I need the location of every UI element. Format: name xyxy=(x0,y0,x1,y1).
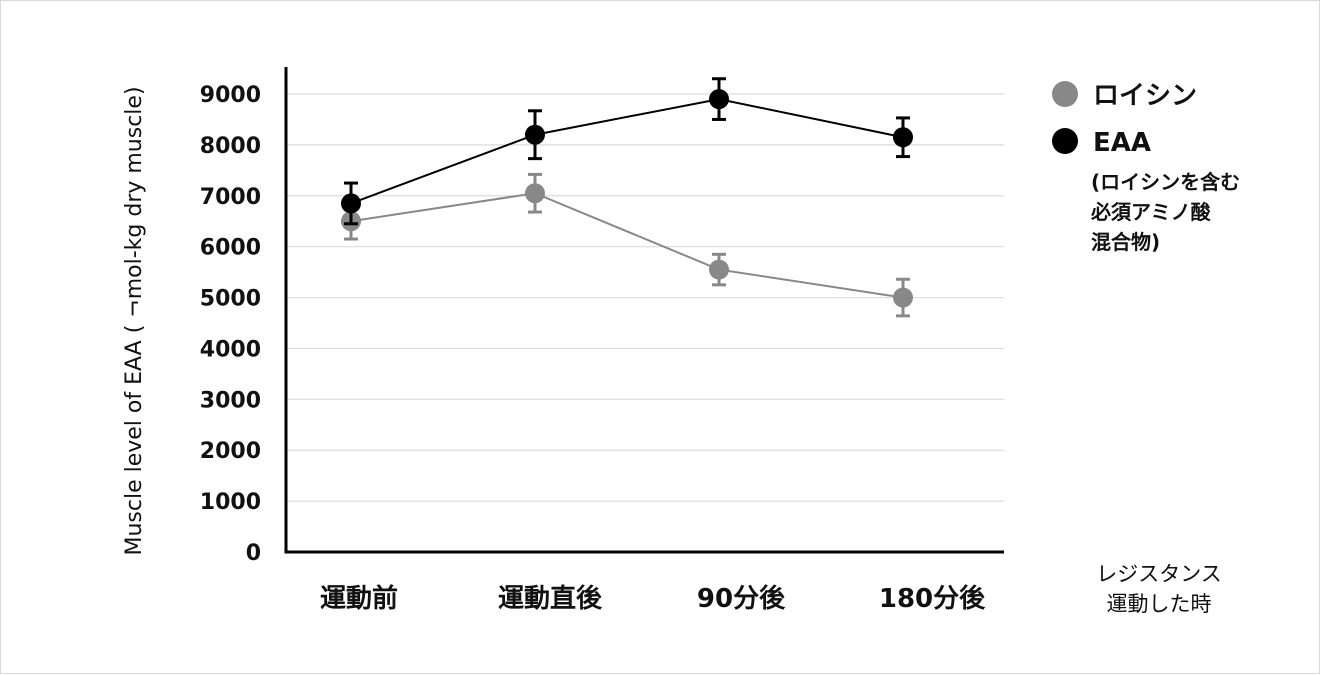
series-line xyxy=(350,98,904,205)
data-point xyxy=(341,193,361,214)
series-group xyxy=(341,77,913,318)
data-point xyxy=(893,127,913,148)
data-point xyxy=(709,259,729,280)
x-note-line: 運動した時 xyxy=(1107,592,1212,616)
y-tick-label: 9000 xyxy=(200,83,261,108)
data-point xyxy=(893,287,913,308)
y-tick-label: 0 xyxy=(246,541,261,566)
legend-label: EAA xyxy=(1093,128,1151,158)
data-point xyxy=(525,124,545,145)
y-tick-label: 4000 xyxy=(200,337,261,362)
series-eaa xyxy=(341,77,913,226)
gridlines xyxy=(286,93,1004,502)
x-tick-label: 運動直後 xyxy=(498,583,603,614)
x-tick-label: 運動前 xyxy=(320,583,398,614)
legend-note-line: 必須アミノ酸 xyxy=(1090,200,1212,224)
y-tick-label: 8000 xyxy=(200,134,261,159)
legend-item: ロイシン xyxy=(1052,81,1197,111)
series-line xyxy=(350,192,904,299)
x-note-line: レジスタンス xyxy=(1096,562,1222,586)
y-tick-labels: 0 1000 2000 3000 4000 5000 6000 7000 8000 9000 xyxy=(200,83,261,566)
y-tick-label: 5000 xyxy=(200,287,261,312)
legend-note-line: (ロイシンを含む xyxy=(1091,170,1240,194)
x-tick-label: 90分後 xyxy=(697,583,786,614)
legend-label: ロイシン xyxy=(1093,81,1197,111)
axes xyxy=(284,67,1004,554)
y-tick-label: 6000 xyxy=(200,236,261,261)
y-tick-label: 3000 xyxy=(200,388,261,413)
data-point xyxy=(709,89,729,110)
y-axis-label: Muscle level of EAA ( ¬mol-kg dry muscle… xyxy=(122,86,147,555)
x-tick-label: 180分後 xyxy=(879,583,986,614)
y-tick-label: 7000 xyxy=(200,185,261,210)
x-category-labels: 運動前 運動直後 90分後 180分後 xyxy=(320,583,986,614)
legend-marker xyxy=(1052,81,1078,107)
y-tick-label: 2000 xyxy=(200,439,261,464)
data-point xyxy=(525,183,545,204)
y-tick-label: 1000 xyxy=(200,490,261,515)
legend-note-line: 混合物) xyxy=(1091,230,1160,254)
legend-marker xyxy=(1052,128,1078,154)
